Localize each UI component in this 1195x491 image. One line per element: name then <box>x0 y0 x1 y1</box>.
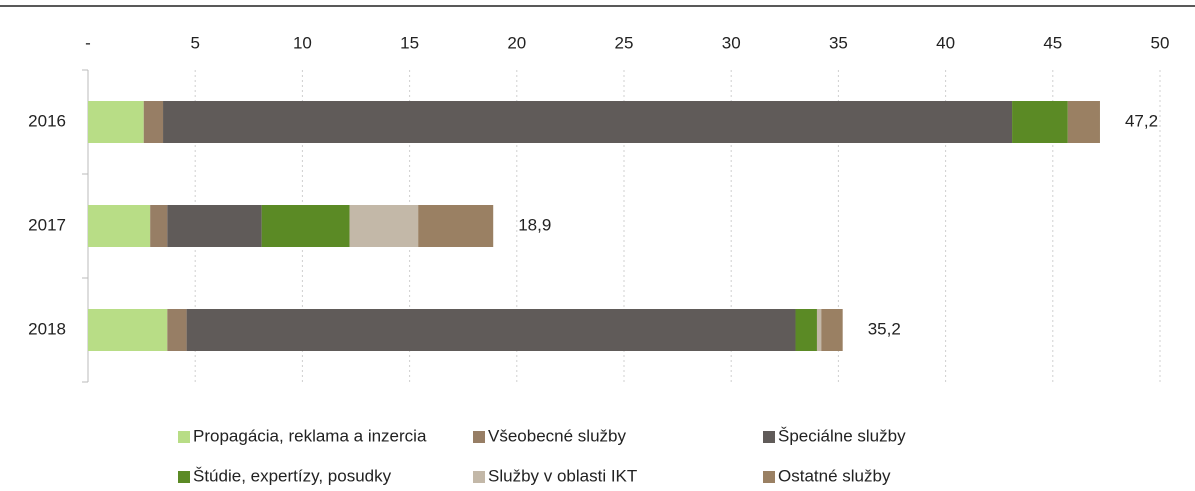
bar-segment <box>186 309 796 351</box>
legend-swatch <box>473 471 485 483</box>
x-tick-label: 30 <box>722 33 741 52</box>
x-tick-label: 10 <box>293 33 312 52</box>
bar-segment <box>261 205 350 247</box>
bar-segment <box>418 205 494 247</box>
legend-label: Špeciálne služby <box>778 426 906 445</box>
legend-label: Ostatné služby <box>778 466 891 485</box>
bar-segment <box>150 205 168 247</box>
bar-segment <box>143 101 164 143</box>
x-tick-label: 45 <box>1043 33 1062 52</box>
legend-swatch <box>178 431 190 443</box>
x-tick-label: 25 <box>615 33 634 52</box>
legend-swatch <box>473 431 485 443</box>
bar-segment <box>163 101 1013 143</box>
y-tick-label: 2016 <box>28 111 66 130</box>
bar-segment <box>88 205 151 247</box>
y-tick-label: 2018 <box>28 319 66 338</box>
legend-swatch <box>763 431 775 443</box>
legend-label: Všeobecné služby <box>488 426 626 445</box>
legend-label: Propagácia, reklama a inzercia <box>193 426 427 445</box>
x-tick-label: 35 <box>829 33 848 52</box>
total-label: 18,9 <box>518 215 551 234</box>
legend-swatch <box>178 471 190 483</box>
x-tick-label: 5 <box>190 33 199 52</box>
x-tick-label: 20 <box>507 33 526 52</box>
y-tick-label: 2017 <box>28 215 66 234</box>
bar-segment <box>349 205 419 247</box>
bar-segment <box>88 101 144 143</box>
x-tick-label: 15 <box>400 33 419 52</box>
bar-segment <box>1012 101 1068 143</box>
x-tick-label: - <box>85 33 91 52</box>
x-tick-label: 50 <box>1151 33 1170 52</box>
legend-label: Štúdie, expertízy, posudky <box>193 466 392 485</box>
bar-segment <box>821 309 843 351</box>
bar-segment <box>795 309 817 351</box>
bar-segment <box>167 309 187 351</box>
total-label: 47,2 <box>1125 111 1158 130</box>
bar-segment <box>167 205 262 247</box>
bar-segment <box>1067 101 1100 143</box>
legend-swatch <box>763 471 775 483</box>
legend-label: Služby v oblasti IKT <box>488 466 637 485</box>
bar-segment <box>88 309 168 351</box>
total-label: 35,2 <box>868 319 901 338</box>
x-tick-label: 40 <box>936 33 955 52</box>
bar-segment <box>816 309 822 351</box>
